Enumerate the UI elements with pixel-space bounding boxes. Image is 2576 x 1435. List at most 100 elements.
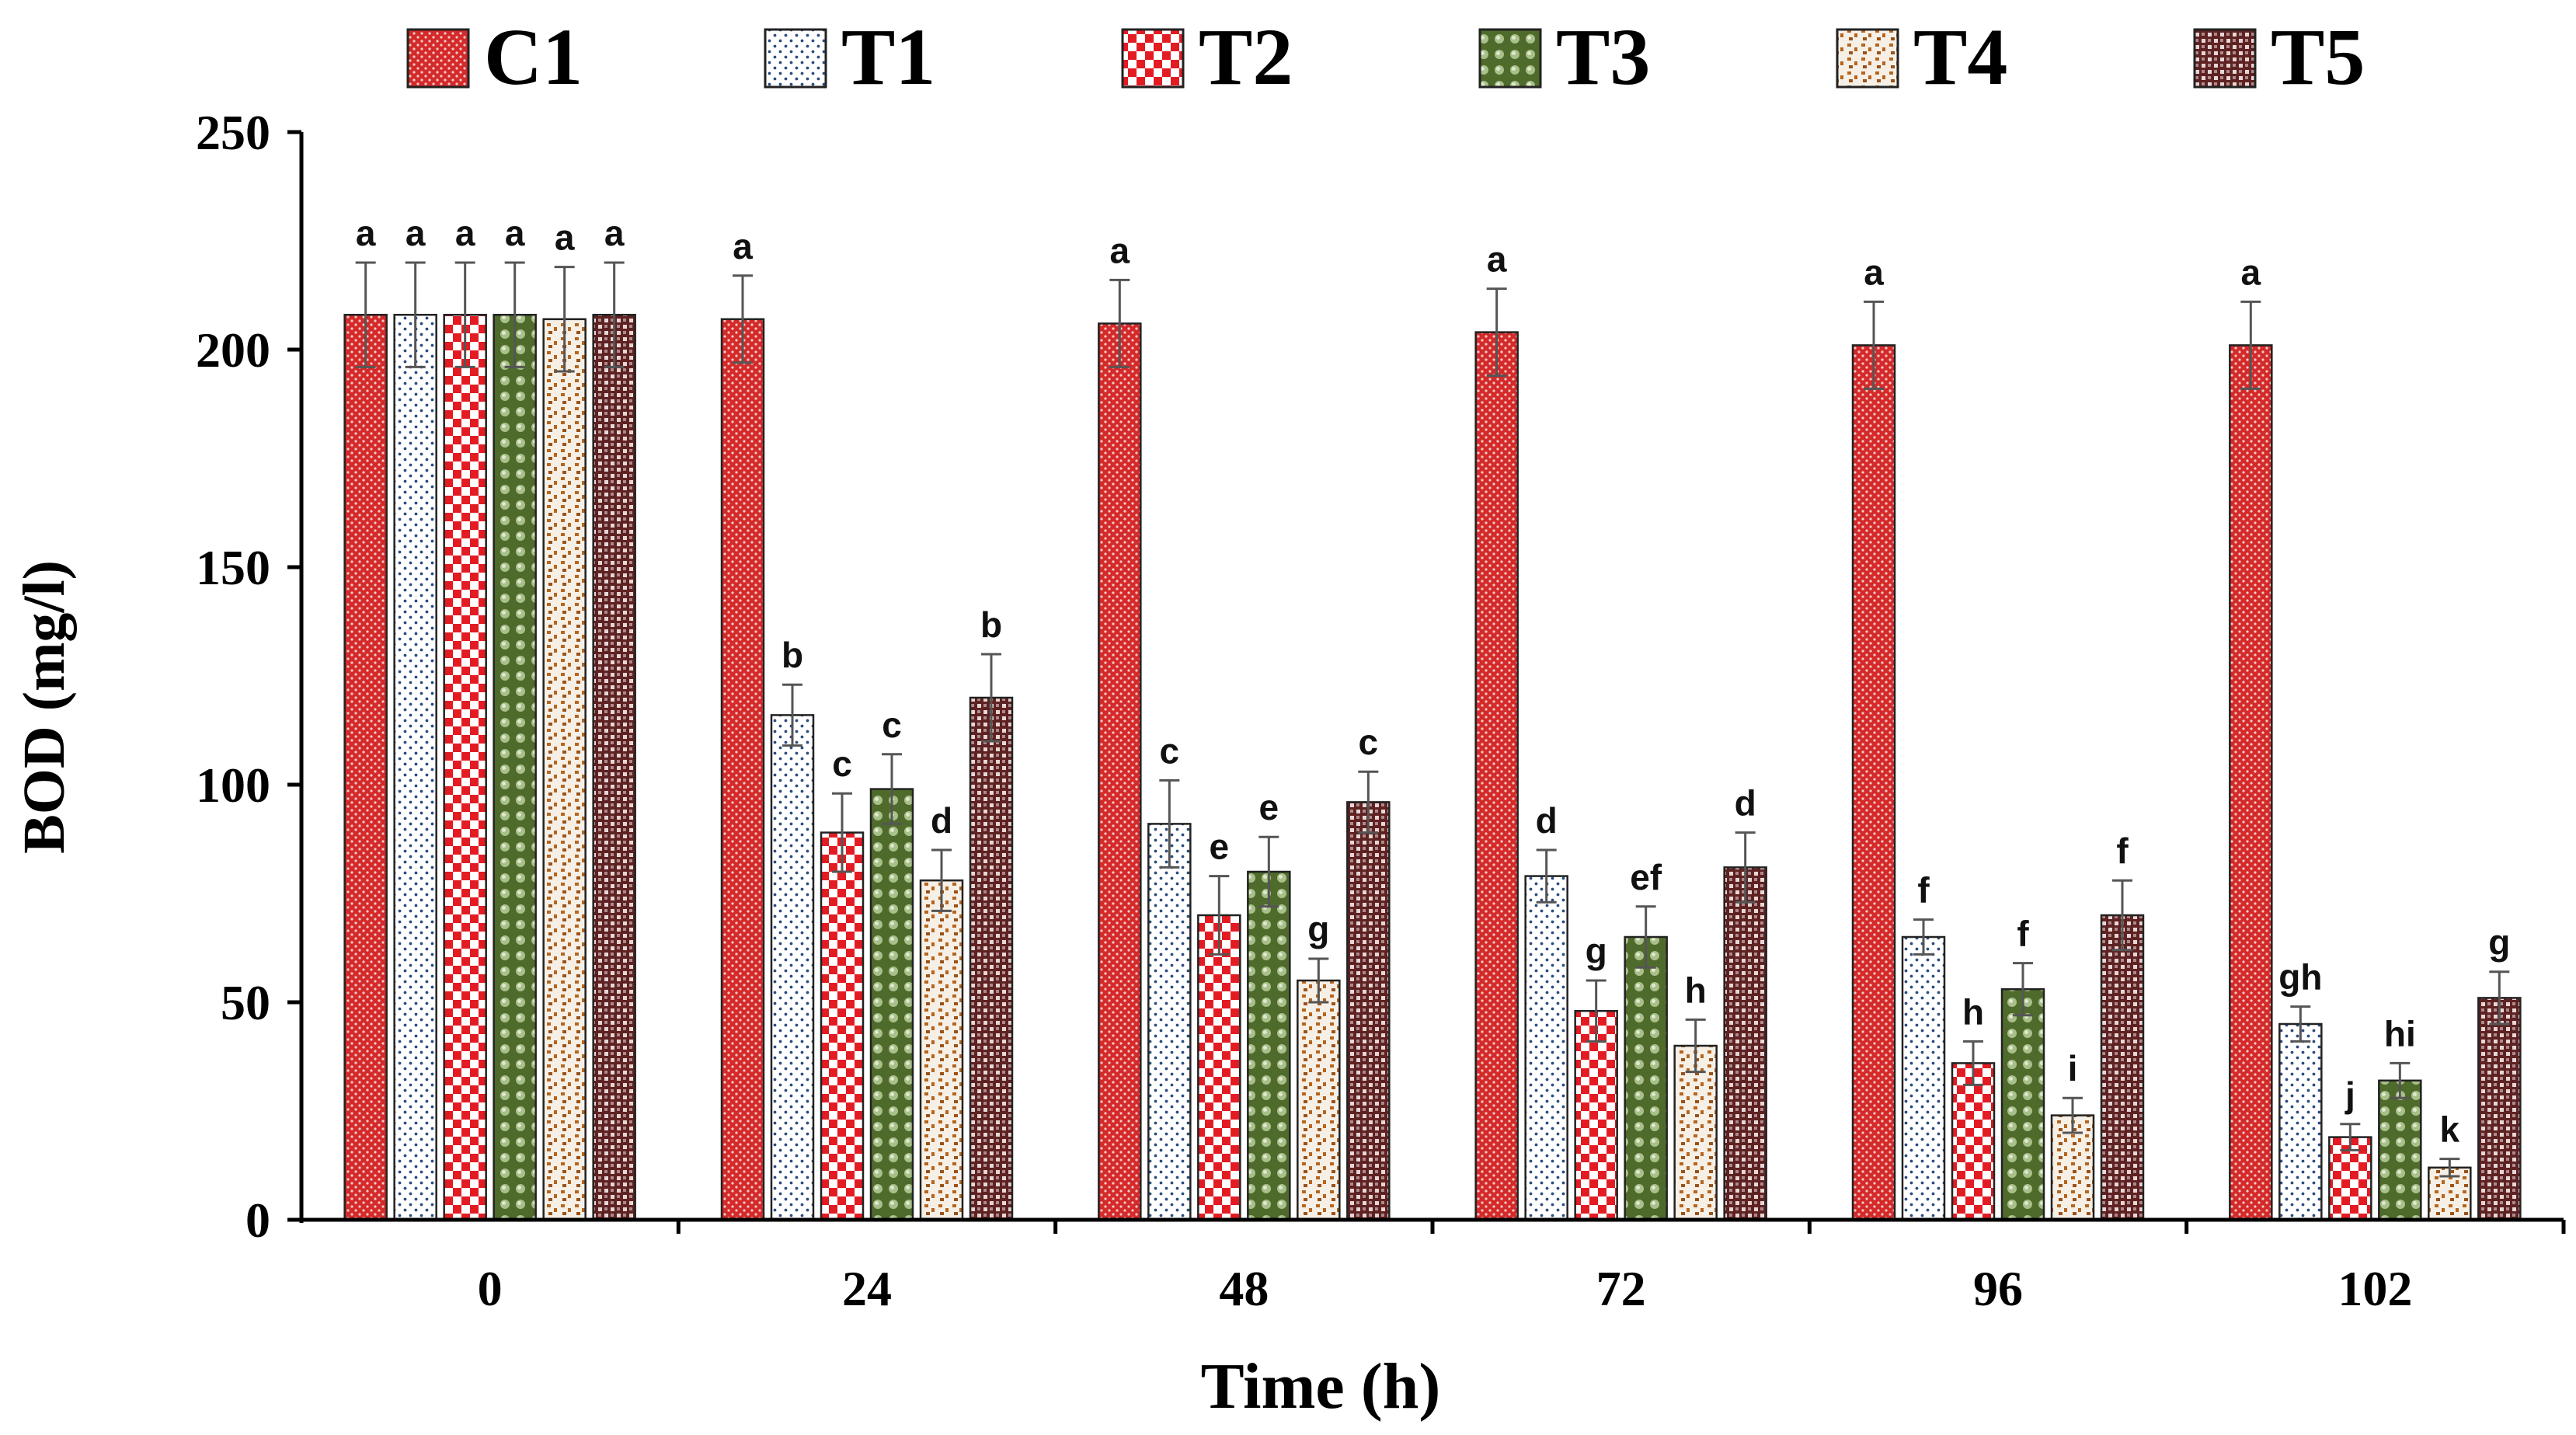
bar-c1-48 xyxy=(1098,322,1142,1221)
error-bar-t2-72 xyxy=(1586,979,1607,1043)
y-tick-label-200: 200 xyxy=(196,322,270,378)
error-bar-t2-24 xyxy=(832,792,852,873)
sig-label-c1-72: a xyxy=(1487,239,1507,280)
error-bar-t3-24 xyxy=(882,753,902,825)
error-bar-t3-0 xyxy=(504,261,525,368)
sig-label-t2-0: a xyxy=(455,213,475,253)
bar-t5-72 xyxy=(1723,866,1767,1221)
bar-c1-0 xyxy=(343,313,388,1221)
legend-item-t2: T2 xyxy=(1121,12,1293,102)
error-bar-c1-0 xyxy=(355,261,376,368)
sig-label-t2-24: c xyxy=(832,744,852,784)
sig-label-t3-72: ef xyxy=(1630,857,1662,897)
bar-t4-24 xyxy=(919,879,964,1221)
legend-item-c1: C1 xyxy=(406,12,583,102)
error-bar-t4-102 xyxy=(2439,1158,2460,1178)
sig-label-c1-24: a xyxy=(733,226,753,266)
error-bar-c1-72 xyxy=(1486,287,1507,378)
x-tick-label-102: 102 xyxy=(2338,1261,2412,1316)
sig-label-t5-72: d xyxy=(1735,783,1756,824)
sig-label-t2-72: g xyxy=(1586,931,1607,971)
sig-label-t5-102: g xyxy=(2488,922,2510,963)
x-tick-label-72: 72 xyxy=(1596,1261,1646,1316)
legend-item-t5: T5 xyxy=(2193,12,2365,102)
error-bar-c1-102 xyxy=(2240,300,2261,390)
sig-label-t1-48: c xyxy=(1160,730,1180,771)
bar-t5-24 xyxy=(969,696,1014,1221)
x-axis-title: Time (h) xyxy=(1201,1350,1441,1423)
bar-t3-0 xyxy=(493,313,537,1221)
y-tick-label-150: 150 xyxy=(196,540,270,595)
legend-label-c1: C1 xyxy=(484,12,583,102)
x-tick-label-48: 48 xyxy=(1219,1261,1269,1316)
bar-t1-72 xyxy=(1524,875,1568,1221)
legend-swatch-t2 xyxy=(1121,28,1185,89)
sig-label-t5-96: f xyxy=(2116,831,2129,871)
sig-label-t3-48: e xyxy=(1259,787,1279,827)
bar-t1-48 xyxy=(1147,823,1192,1221)
sig-label-t4-48: g xyxy=(1307,909,1329,949)
bar-t4-0 xyxy=(542,318,587,1221)
error-bar-t4-0 xyxy=(554,266,575,373)
sig-label-c1-96: a xyxy=(1864,252,1884,292)
legend-swatch-c1 xyxy=(406,28,470,89)
y-tick-label-0: 0 xyxy=(245,1193,270,1248)
bar-t1-96 xyxy=(1901,935,1946,1221)
bar-t2-96 xyxy=(1951,1062,1996,1221)
sig-label-t2-102: j xyxy=(2345,1075,2355,1115)
legend-item-t3: T3 xyxy=(1478,12,1650,102)
sig-label-t5-0: a xyxy=(604,213,625,253)
y-axis-title: BOD (mg/l) xyxy=(12,560,77,854)
error-bar-t5-48 xyxy=(1358,770,1379,834)
sig-label-t2-96: h xyxy=(1962,991,1984,1032)
bar-c1-102 xyxy=(2229,344,2273,1221)
error-bar-t2-102 xyxy=(2340,1123,2361,1151)
error-bar-t2-96 xyxy=(1963,1040,1983,1086)
error-bar-t2-0 xyxy=(454,261,475,368)
error-bar-t4-96 xyxy=(2063,1096,2083,1134)
error-bar-t3-48 xyxy=(1258,835,1279,908)
y-tick-label-100: 100 xyxy=(196,758,270,813)
legend-item-t1: T1 xyxy=(764,12,935,102)
bar-t5-48 xyxy=(1346,801,1391,1221)
bar-t1-102 xyxy=(2278,1022,2323,1221)
bar-t2-0 xyxy=(443,313,487,1221)
sig-label-t1-102: gh xyxy=(2278,957,2322,998)
legend-label-t2: T2 xyxy=(1199,12,1293,102)
sig-label-t3-96: f xyxy=(2017,914,2029,954)
bar-t3-102 xyxy=(2378,1079,2422,1221)
sig-label-t2-48: e xyxy=(1210,827,1230,867)
bar-t3-48 xyxy=(1247,870,1291,1221)
plot-area: a a a a a a abccdbaceegcadgefhdafhfifaghjhikg … xyxy=(196,105,2566,1316)
bar-t2-24 xyxy=(820,831,865,1221)
sig-label-t3-24: c xyxy=(882,705,902,745)
bar-t2-48 xyxy=(1197,914,1241,1221)
error-bar-c1-96 xyxy=(1864,300,1884,390)
legend-swatch-t5 xyxy=(2193,28,2257,89)
legend: C1 T1 T2 T3 T4 T5 xyxy=(406,12,2365,102)
x-tick-label-96: 96 xyxy=(1973,1261,2023,1316)
bar-t3-72 xyxy=(1624,935,1668,1221)
error-bar-t1-24 xyxy=(782,683,802,747)
error-bar-t1-102 xyxy=(2290,1005,2311,1043)
bar-t1-24 xyxy=(770,714,815,1221)
error-bar-t5-102 xyxy=(2489,970,2510,1026)
bar-c1-72 xyxy=(1474,331,1519,1221)
legend-swatch-t1 xyxy=(764,28,827,89)
bar-t5-102 xyxy=(2477,997,2522,1221)
bar-t3-24 xyxy=(869,788,914,1221)
bar-t5-96 xyxy=(2100,914,2145,1221)
sig-label-t5-24: b xyxy=(980,604,1002,645)
sig-label-t1-96: f xyxy=(1917,870,1930,911)
sig-label-c1-102: a xyxy=(2241,252,2261,292)
bar-t4-72 xyxy=(1673,1044,1718,1221)
legend-swatch-t4 xyxy=(1836,28,1899,89)
sig-label-t5-48: c xyxy=(1359,722,1379,762)
bar-t1-0 xyxy=(393,313,437,1221)
bars-layer xyxy=(343,313,2522,1221)
legend-swatch-t3 xyxy=(1478,28,1542,89)
error-bar-t4-72 xyxy=(1685,1018,1706,1074)
sig-label-t4-24: d xyxy=(931,800,952,841)
error-bar-t5-0 xyxy=(604,261,625,368)
error-bar-t1-96 xyxy=(1913,918,1934,956)
